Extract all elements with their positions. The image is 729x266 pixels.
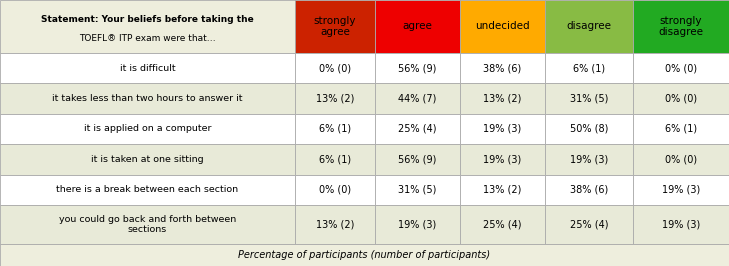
Bar: [460, 174, 545, 205]
Text: 0% (0): 0% (0): [665, 63, 697, 73]
Bar: [633, 205, 729, 244]
Text: disagree: disagree: [566, 21, 612, 31]
Text: 13% (2): 13% (2): [316, 219, 354, 229]
Text: 6% (1): 6% (1): [319, 154, 351, 164]
Bar: [375, 114, 460, 144]
Text: 25% (4): 25% (4): [570, 219, 608, 229]
Bar: [460, 114, 545, 144]
Text: 25% (4): 25% (4): [398, 124, 437, 134]
Text: 13% (2): 13% (2): [483, 185, 522, 195]
Bar: [0, 174, 295, 205]
Bar: [633, 53, 729, 83]
Text: it is applied on a computer: it is applied on a computer: [84, 124, 211, 134]
Text: Statement: Your beliefs before taking the: Statement: Your beliefs before taking th…: [41, 15, 254, 24]
Bar: [633, 83, 729, 114]
Bar: [633, 0, 729, 53]
Text: 19% (3): 19% (3): [570, 154, 608, 164]
Bar: [460, 0, 545, 53]
Text: TOEFL® ITP exam were that…: TOEFL® ITP exam were that…: [79, 34, 216, 43]
Bar: [0, 83, 295, 114]
Bar: [375, 53, 460, 83]
Bar: [0, 244, 729, 266]
Bar: [545, 53, 633, 83]
Text: it is taken at one sitting: it is taken at one sitting: [91, 155, 204, 164]
Text: 19% (3): 19% (3): [483, 154, 522, 164]
Bar: [545, 205, 633, 244]
Text: 50% (8): 50% (8): [570, 124, 608, 134]
Text: it is difficult: it is difficult: [120, 64, 175, 73]
Text: 6% (1): 6% (1): [573, 63, 605, 73]
Text: 44% (7): 44% (7): [398, 93, 437, 103]
Bar: [460, 83, 545, 114]
Text: 38% (6): 38% (6): [483, 63, 522, 73]
Bar: [545, 0, 633, 53]
Text: 19% (3): 19% (3): [662, 219, 700, 229]
Bar: [295, 53, 375, 83]
Text: 13% (2): 13% (2): [483, 93, 522, 103]
Bar: [545, 114, 633, 144]
Bar: [0, 144, 295, 174]
Text: 31% (5): 31% (5): [398, 185, 437, 195]
Text: strongly
disagree: strongly disagree: [658, 16, 703, 37]
Bar: [545, 174, 633, 205]
Bar: [375, 205, 460, 244]
Text: Percentage of participants (number of participants): Percentage of participants (number of pa…: [238, 250, 491, 260]
Text: 0% (0): 0% (0): [319, 63, 351, 73]
Text: 0% (0): 0% (0): [665, 93, 697, 103]
Bar: [545, 144, 633, 174]
Bar: [295, 114, 375, 144]
Bar: [295, 0, 375, 53]
Bar: [375, 144, 460, 174]
Text: strongly
agree: strongly agree: [313, 16, 356, 37]
Bar: [0, 53, 295, 83]
Bar: [295, 83, 375, 114]
Text: 6% (1): 6% (1): [665, 124, 697, 134]
Bar: [375, 174, 460, 205]
Bar: [295, 174, 375, 205]
Bar: [375, 0, 460, 53]
Text: 19% (3): 19% (3): [483, 124, 522, 134]
Text: 38% (6): 38% (6): [570, 185, 608, 195]
Text: it takes less than two hours to answer it: it takes less than two hours to answer i…: [52, 94, 243, 103]
Text: 25% (4): 25% (4): [483, 219, 522, 229]
Bar: [633, 144, 729, 174]
Bar: [460, 144, 545, 174]
Bar: [0, 114, 295, 144]
Text: 19% (3): 19% (3): [398, 219, 437, 229]
Text: 19% (3): 19% (3): [662, 185, 700, 195]
Bar: [460, 53, 545, 83]
Bar: [295, 144, 375, 174]
Bar: [545, 83, 633, 114]
Text: you could go back and forth between
sections: you could go back and forth between sect…: [59, 215, 236, 234]
Text: there is a break between each section: there is a break between each section: [56, 185, 238, 194]
Text: agree: agree: [402, 21, 432, 31]
Bar: [0, 205, 295, 244]
Text: 56% (9): 56% (9): [398, 154, 437, 164]
Text: 31% (5): 31% (5): [570, 93, 608, 103]
Text: 6% (1): 6% (1): [319, 124, 351, 134]
Text: 56% (9): 56% (9): [398, 63, 437, 73]
Bar: [633, 174, 729, 205]
Text: undecided: undecided: [475, 21, 530, 31]
Text: 13% (2): 13% (2): [316, 93, 354, 103]
Bar: [0, 0, 295, 53]
Text: 0% (0): 0% (0): [319, 185, 351, 195]
Bar: [295, 205, 375, 244]
Bar: [460, 205, 545, 244]
Text: 0% (0): 0% (0): [665, 154, 697, 164]
Bar: [375, 83, 460, 114]
Bar: [633, 114, 729, 144]
